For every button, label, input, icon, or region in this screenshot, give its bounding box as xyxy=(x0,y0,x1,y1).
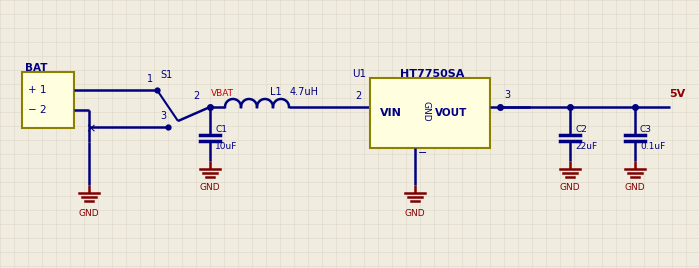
Text: VOUT: VOUT xyxy=(435,108,468,118)
Text: 2: 2 xyxy=(193,91,199,101)
Bar xyxy=(370,78,490,148)
Text: C1: C1 xyxy=(215,125,227,134)
Text: BAT: BAT xyxy=(25,63,48,73)
Text: U1: U1 xyxy=(352,69,366,79)
Text: − 2: − 2 xyxy=(28,105,47,115)
Text: C3: C3 xyxy=(640,125,652,134)
Text: −: − xyxy=(418,148,427,158)
Text: 1: 1 xyxy=(147,74,153,84)
Text: GND: GND xyxy=(625,183,645,192)
Text: GND: GND xyxy=(405,209,425,218)
Text: 22uF: 22uF xyxy=(575,142,597,151)
Text: GND: GND xyxy=(79,209,99,218)
Text: 10uF: 10uF xyxy=(215,142,238,151)
Text: C2: C2 xyxy=(575,125,587,134)
Text: 4.7uH: 4.7uH xyxy=(290,87,319,97)
Text: 0.1uF: 0.1uF xyxy=(640,142,665,151)
Bar xyxy=(22,72,74,128)
Text: L1: L1 xyxy=(270,87,282,97)
Text: VBAT: VBAT xyxy=(211,89,234,98)
Text: GND: GND xyxy=(560,183,580,192)
Text: S1: S1 xyxy=(160,70,172,80)
Text: ×: × xyxy=(86,122,96,136)
Text: + 1: + 1 xyxy=(28,85,47,95)
Text: 2: 2 xyxy=(355,91,361,101)
Text: GND: GND xyxy=(200,183,220,192)
Text: 5V: 5V xyxy=(669,89,685,99)
Text: 3: 3 xyxy=(160,111,166,121)
Text: 3: 3 xyxy=(504,90,510,100)
Text: GND: GND xyxy=(421,101,431,121)
Text: VIN: VIN xyxy=(380,108,402,118)
Text: HT7750SA: HT7750SA xyxy=(400,69,464,79)
